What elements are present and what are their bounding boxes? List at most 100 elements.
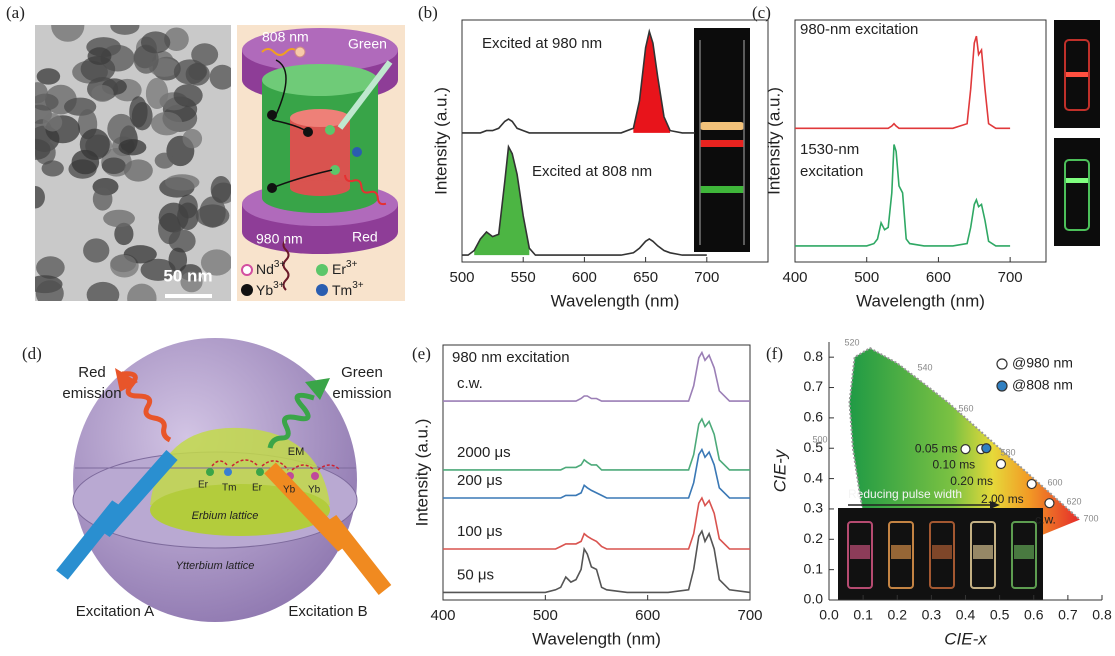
- tem-particle: [51, 10, 84, 42]
- diagram-label: Ytterbium lattice: [176, 560, 255, 572]
- tem-particle: [42, 160, 64, 176]
- tem-particle: [127, 284, 156, 313]
- panel-label: (d): [22, 344, 42, 363]
- legend-marker: [997, 381, 1007, 391]
- y-tick-label: 0.1: [804, 560, 824, 576]
- x-tick-label: 600: [635, 607, 660, 624]
- locus-label: 520: [844, 337, 859, 347]
- y-tick-label: 0.5: [804, 439, 824, 455]
- y-axis-label: Intensity (a.u.): [412, 419, 431, 527]
- locus-label: 600: [1047, 477, 1062, 487]
- legend-marker: [997, 359, 1007, 369]
- x-tick-label: 0.6: [1024, 607, 1044, 623]
- legend-label: @808 nm: [1012, 377, 1073, 393]
- x-tick-label: 0.3: [922, 607, 942, 623]
- vial-photo: [1054, 20, 1100, 246]
- figure: (a) (b) (c) (d) (e) (f) 50 nm 808 nm Gre…: [0, 0, 1115, 656]
- tem-particle: [118, 139, 146, 155]
- tem-particle: [165, 174, 199, 190]
- spectrum-line: [795, 36, 1010, 128]
- y-tick-label: 0.6: [804, 409, 824, 425]
- cie-point: [1045, 499, 1054, 508]
- lattice-diagram: [62, 338, 385, 622]
- locus-label: 620: [1066, 496, 1081, 506]
- x-tick-label: 500: [533, 607, 558, 624]
- y-axis-label: Intensity (a.u.): [764, 87, 783, 195]
- annotation: 980-nm excitation: [800, 21, 918, 38]
- diagram-label: Er: [198, 480, 209, 491]
- tem-particle: [25, 186, 45, 208]
- tem-particle: [146, 78, 168, 109]
- legend-text: 3+: [274, 259, 286, 270]
- diagram-label: Excitation B: [288, 603, 367, 620]
- tem-particle: [19, 139, 50, 160]
- y-tick-label: 0.2: [804, 530, 824, 546]
- inset-title: Reducing pulse width: [848, 487, 962, 501]
- y-axis-label: Intensity (a.u.): [431, 87, 450, 195]
- tem-particle: [141, 31, 170, 53]
- cie-point: [996, 460, 1005, 469]
- x-tick-label: 0.7: [1058, 607, 1078, 623]
- diagram-label: Excitation A: [76, 603, 154, 620]
- tem-particle: [72, 150, 100, 174]
- diagram-label: Red: [78, 364, 106, 381]
- legend-text: Er: [332, 261, 346, 277]
- locus-label: 560: [958, 403, 973, 413]
- schematic-label: 808 nm: [262, 29, 309, 45]
- schematic-label: Green: [348, 36, 387, 52]
- x-tick-label: 600: [926, 269, 951, 286]
- x-tick-label: 700: [694, 269, 719, 286]
- diagram-label: emission: [62, 385, 121, 402]
- y-tick-label: 0.0: [804, 591, 824, 607]
- series-label: 200 μs: [457, 472, 502, 489]
- schematic-label: 980 nm: [256, 231, 303, 247]
- x-axis-label: CIE-x: [944, 629, 987, 648]
- y-tick-label: 0.8: [804, 348, 824, 364]
- series-label: 100 μs: [457, 523, 502, 540]
- schematic: [237, 25, 405, 301]
- point-label: 0.20 ms: [950, 474, 993, 488]
- tem-particle: [151, 112, 182, 135]
- series-label: 2000 μs: [457, 444, 511, 461]
- annotation: Excited at 980 nm: [482, 35, 602, 52]
- vial-glow: [973, 545, 993, 559]
- tem-particle: [88, 47, 112, 65]
- tem-particle: [37, 68, 60, 84]
- cie-point: [982, 444, 991, 453]
- panel-label: (c): [752, 3, 771, 22]
- tem-particle: [36, 256, 65, 279]
- tem-particle: [102, 158, 126, 174]
- annotation: 980 nm excitation: [452, 349, 570, 366]
- x-tick-label: 700: [998, 269, 1023, 286]
- x-axis-label: Wavelength (nm): [532, 629, 661, 648]
- legend-label: @980 nm: [1012, 355, 1073, 371]
- point-label: c.w.: [1035, 512, 1056, 526]
- tem-particle: [174, 84, 203, 107]
- x-tick-label: 0.8: [1092, 607, 1112, 623]
- series-label: c.w.: [457, 375, 483, 392]
- tem-particle: [169, 229, 196, 252]
- legend-text: 3+: [346, 259, 358, 270]
- tem-particle: [91, 85, 113, 102]
- tem-particle: [124, 159, 153, 181]
- y-tick-label: 0.3: [804, 500, 824, 516]
- vial-glow: [1014, 545, 1034, 559]
- diagram-label: emission: [332, 385, 391, 402]
- x-tick-label: 500: [449, 269, 474, 286]
- locus-label: 540: [917, 362, 932, 372]
- cuvette-photo: [694, 28, 750, 252]
- scale-bar-label: 50 nm: [163, 266, 212, 285]
- y-tick-label: 0.7: [804, 378, 824, 394]
- point-label: 0.10 ms: [933, 457, 976, 471]
- cie-point: [1027, 480, 1036, 489]
- legend-text: Tm: [332, 282, 352, 298]
- vial-glow: [891, 545, 911, 559]
- panel-label: (e): [412, 344, 431, 363]
- panel-label: (a): [6, 3, 25, 22]
- tem-particle: [83, 238, 109, 262]
- diagram-label: Tm: [222, 483, 236, 494]
- x-tick-label: 0.5: [990, 607, 1010, 623]
- schematic-label: Red: [352, 229, 378, 245]
- point-label: 2.00 ms: [981, 492, 1024, 506]
- x-tick-label: 0.0: [819, 607, 839, 623]
